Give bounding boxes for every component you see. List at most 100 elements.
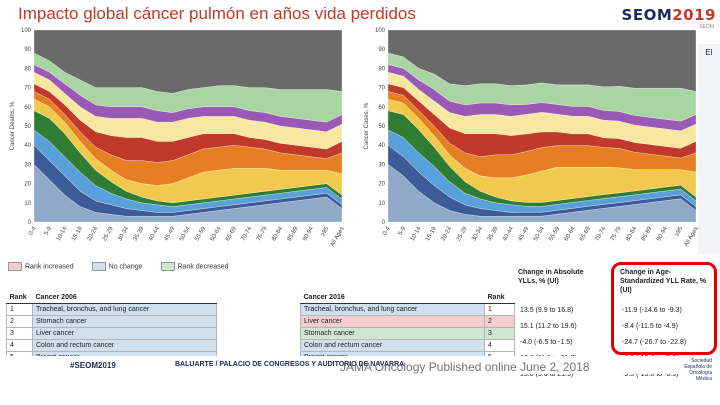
x-tick-label: 60-64 [210,225,223,242]
y-tick-label: 0 [28,220,32,226]
chart-panel-2: 0 10 20 30 40 50 60 70 80 90 100 Cancer Cases, % 0-4… [364,28,700,248]
rank-cell: 4 [484,339,515,352]
legend-increased: Rank increased [8,262,74,271]
x-tick-label: 70-74 [594,225,607,242]
x-tick-label: 70-74 [240,225,253,242]
y-tick-label: 60 [378,105,385,111]
x-tick-label: 30-34 [471,225,484,242]
y-tick-label: 80 [24,66,31,72]
footer [0,356,720,374]
area-series-top [33,29,343,94]
y-axis-label: Cancer Deaths, % [10,101,16,150]
change-age-value: -24.7 (-26.7 to -22.8) [622,339,687,346]
x-tick-label: 55-59 [194,225,207,242]
x-tick-label: 20-24 [440,225,453,242]
table-row: 4 Colon and rectum cancer [6,339,217,352]
x-tick-label: 75-79 [256,225,269,242]
x-tick-label: All Ages [684,226,700,248]
rank-cell: 1 [484,303,515,316]
rank-cell: 4 [6,339,33,352]
rank-table-2016: Cancer 2016 Rank Tracheal, bronchus, and… [300,292,515,364]
header-cancer-2006: Cancer 2006 [32,292,217,304]
side-panel: EI [698,44,720,254]
y-tick-label: 100 [21,28,32,34]
x-tick-label: ≥95 [320,225,331,237]
y-tick-label: 90 [378,47,385,53]
legend-no-change: No change [91,262,143,271]
x-tick-label: 50-54 [533,225,546,242]
cancer-cell: Colon and rectum cancer [32,339,217,352]
x-tick-label: 20-24 [86,225,99,242]
y-tick-label: 80 [378,66,385,72]
table-row: 3 Liver cancer [6,327,217,340]
y-tick-label: 40 [378,143,385,149]
x-tick-label: ≥95 [674,225,685,237]
change-age-value: -11.9 (-14.6 to -9.3) [622,307,682,314]
rank-cell: 3 [484,327,515,340]
y-tick-label: 100 [375,28,386,34]
x-tick-label: 15-19 [71,225,84,242]
table-row: 1 Tracheal, bronchus, and lung cancer [6,303,217,316]
x-tick-label: 90-94 [656,225,669,242]
x-tick-label: 15-19 [425,225,438,242]
cancer-cell: Stomach cancer [32,315,217,328]
area-series-top [387,29,697,92]
x-tick-label: 85-89 [287,225,300,242]
y-tick-label: 50 [24,124,31,130]
y-tick-label: 30 [378,162,385,168]
change-absolute-header: Change in Absolute YLLs, % (UI) [518,269,584,285]
rank-cell: 1 [6,303,33,316]
x-tick-label: 45-49 [517,225,530,242]
x-tick-label: 80-84 [271,225,284,242]
logo-year: 2019 [672,6,716,24]
y-tick-label: 20 [378,182,385,188]
x-tick-label: 45-49 [163,225,176,242]
header-rank-2016: Rank [484,292,515,304]
x-tick-label: 40-44 [502,225,515,242]
x-tick-label: 40-44 [148,225,161,242]
rank-legend: Rank increased No change Rank decreased [8,262,240,271]
x-tick-label: 35-39 [487,225,500,242]
table-row: Liver cancer 2 [300,315,515,328]
highlight-box [611,262,717,355]
stacked-area-charts: 0 10 20 30 40 50 60 70 80 90 100 Cancer Deaths, % 0-… [10,28,700,248]
footer-hashtag: #SEOM2019 [70,361,116,370]
y-tick-label: 30 [24,162,31,168]
change-abs-value: 13.8 (5.6 to 21.9) [520,371,574,378]
y-tick-label: 60 [24,105,31,111]
change-abs-value: 13.5 (9.9 to 16.8) [520,307,574,314]
x-tick-label: 35-39 [133,225,146,242]
x-tick-label: 5-9 [398,225,408,236]
cancer-cell: Colon and rectum cancer [300,339,485,352]
x-tick-label: 10-14 [410,225,423,242]
page-title: Impacto global cáncer pulmón en años vid… [18,4,416,23]
y-tick-label: 90 [24,47,31,53]
table-row: Colon and rectum cancer 4 [300,339,515,352]
logo-main: SEOM [621,6,673,24]
cancer-cell: Liver cancer [32,327,217,340]
y-tick-label: 70 [378,86,385,92]
legend-increased-swatch [8,262,22,271]
x-tick-label: 55-59 [548,225,561,242]
rank-table-2006: Rank Cancer 2006 1 Tracheal, bronchus, an… [6,292,217,364]
change-age-value: -9.5 (-15.0 to -3.5) [622,371,679,378]
x-tick-label: 75-79 [610,225,623,242]
change-age-header: Change in Age-Standardized YLL Rate, % (… [620,269,707,294]
legend-decreased-label: Rank decreased [177,263,229,271]
legend-increased-label: Rank increased [25,263,74,271]
rank-cell: 2 [6,315,33,328]
legend-no-change-swatch [91,262,106,271]
table-row: Tracheal, bronchus, and lung cancer 1 [300,303,515,316]
x-tick-label: All Ages [330,226,346,248]
legend-decreased-swatch [160,262,175,271]
header-cancer-2016: Cancer 2016 [300,292,485,304]
seom-logo: SEOM2019 [622,6,716,24]
x-tick-label: 25-29 [102,225,115,242]
x-tick-label: 5-9 [44,225,54,236]
x-tick-label: 65-69 [579,225,592,242]
legend-decreased: Rank decreased [160,262,229,271]
x-tick-label: 0-4 [382,225,392,236]
y-tick-label: 10 [378,201,385,207]
x-tick-label: 90-94 [302,225,315,242]
change-abs-value: -4.0 (-6.5 to -1.5) [520,339,573,346]
